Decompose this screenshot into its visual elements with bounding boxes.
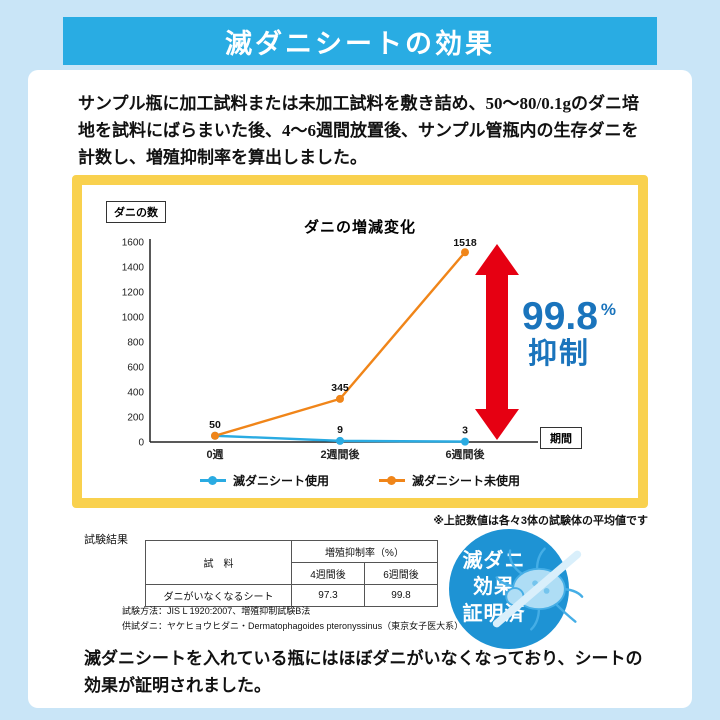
legend-label: 滅ダニシート使用: [232, 474, 329, 488]
table-header-6w: 6週間後: [364, 562, 438, 585]
svg-text:200: 200: [127, 413, 144, 424]
legend-item: 滅ダニシート未使用: [379, 472, 520, 489]
results-table: 試 料 増殖抑制率（%） 4週間後 6週間後 ダニがいなくなるシート 97.3 …: [145, 540, 438, 607]
svg-text:800: 800: [127, 338, 144, 349]
table-cell-sample: ダニがいなくなるシート: [145, 584, 292, 607]
legend-marker: [379, 476, 405, 485]
suppression-unit: %: [600, 300, 617, 319]
svg-text:3: 3: [462, 425, 468, 437]
table-cell-4w: 97.3: [291, 584, 365, 607]
svg-text:600: 600: [127, 363, 144, 374]
legend-marker: [199, 476, 226, 485]
results-label: 試験結果: [84, 534, 128, 546]
chart-title: ダニの増減変化: [303, 219, 416, 236]
x-axis-title: 期間: [540, 427, 582, 449]
svg-text:6週間後: 6週間後: [445, 447, 485, 461]
legend-label: 滅ダニシート未使用: [412, 474, 521, 488]
y-axis-title: ダニの数: [106, 201, 166, 223]
svg-text:50: 50: [209, 419, 221, 431]
table-header-4w: 4週間後: [291, 562, 365, 585]
svg-text:1600: 1600: [122, 238, 145, 249]
svg-text:1518: 1518: [453, 237, 477, 249]
svg-text:1200: 1200: [122, 288, 145, 299]
test-method-notes: 試験方法：JIS L 1920:2007、増殖抑制試験B法 供試ダニ：ヤケヒョウ…: [122, 604, 463, 635]
table-header-sample: 試 料: [145, 540, 292, 585]
header-banner: 滅ダニシートの効果: [63, 17, 657, 65]
line-chart: 0 200 400 600 800 1000 1200 1400 1600 0週 2週間後 6週間後 5…: [122, 237, 538, 461]
legend-item: 滅ダニシート使用: [199, 472, 329, 489]
intro-text: サンプル瓶に加工試料または未加工試料を敷き詰め、50～80/0.1gのダニ培地を…: [78, 94, 639, 168]
chart-legend: 滅ダニシート使用 滅ダニシート未使用: [82, 472, 638, 489]
table-cell-6w: 99.8: [364, 584, 438, 607]
conclusion-text: 滅ダニシートを入れている瓶にはほぼダニがいなくなっており、シートの効果が証明され…: [84, 649, 643, 696]
svg-text:0週: 0週: [206, 447, 223, 461]
svg-text:345: 345: [331, 382, 349, 394]
certified-badge: 滅ダニ 効果 証明済: [449, 529, 584, 649]
prohibition-slash: [492, 550, 582, 628]
page-title: 滅ダニシートの効果: [225, 28, 495, 59]
suppression-value: 99.8: [522, 295, 598, 338]
svg-text:1000: 1000: [122, 313, 145, 324]
chart-frame: ダニの数 ダニの増減変化 0 200 400 600 800 1000 1200 1400 16…: [72, 175, 648, 508]
test-method-line: 試験方法：JIS L 1920:2007、増殖抑制試験B法: [122, 606, 311, 616]
table-header-group: 増殖抑制率（%）: [291, 540, 438, 563]
suppression-annotation: 99.8 % 抑制: [522, 297, 640, 369]
suppression-label: 抑制: [528, 338, 591, 370]
svg-text:1400: 1400: [122, 263, 145, 274]
mite-icon: [492, 547, 584, 631]
table-row: ダニがいなくなるシート 97.3 99.8: [145, 584, 438, 607]
svg-text:2週間後: 2週間後: [320, 447, 360, 461]
chart-footnote: ※上記数値は各々3体の試験体の平均値です: [433, 515, 648, 527]
svg-text:9: 9: [337, 424, 343, 436]
svg-text:400: 400: [127, 388, 144, 399]
svg-text:0: 0: [138, 438, 144, 449]
test-mite-line: 供試ダニ：ヤケヒョウヒダニ・Dermatophagoides pteronyss…: [122, 621, 464, 632]
